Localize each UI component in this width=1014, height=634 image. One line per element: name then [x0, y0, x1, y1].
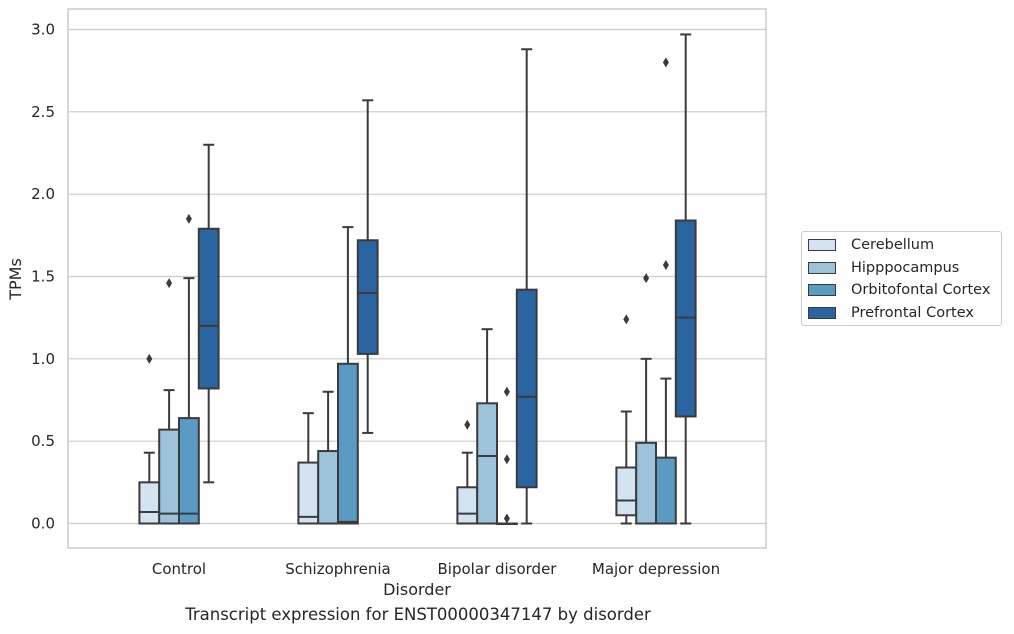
box-hipppocampus: [158, 278, 180, 525]
plot-frame: [67, 8, 767, 549]
box-orbitofontal-cortex: [655, 57, 677, 525]
box: [317, 450, 340, 525]
box: [297, 461, 320, 525]
y-tick-labels: 0.0 0.5 1.0 1.5 2.0 2.5 3.0: [31, 21, 55, 533]
legend-item-prefrontal-cortex: Prefrontal Cortex: [808, 303, 974, 323]
box: [515, 288, 538, 489]
box: [337, 362, 359, 525]
legend-swatch-orbitofrontal-cortex: [808, 284, 836, 296]
box-prefrontal-cortex: [515, 48, 538, 525]
x-tick-label: Control: [152, 560, 206, 578]
box: [158, 428, 180, 525]
y-tick-label: 0.5: [31, 432, 55, 450]
box-cerebellum: [297, 412, 320, 525]
outlier-point: [643, 273, 650, 284]
box: [356, 239, 379, 355]
y-tick-label: 1.0: [31, 350, 55, 368]
box-orbitofontal-cortex: [178, 213, 200, 525]
box-hipppocampus: [317, 390, 340, 525]
outlier-point: [185, 213, 192, 224]
outlier-point: [166, 278, 173, 289]
outlier-point: [662, 259, 669, 270]
outlier-point: [464, 419, 471, 430]
outlier-point: [503, 513, 510, 524]
x-tick-label: Bipolar disorder: [438, 560, 558, 578]
outlier-point: [503, 454, 510, 465]
box-prefrontal-cortex: [197, 143, 220, 484]
box: [138, 481, 161, 525]
box-prefrontal-cortex: [356, 99, 379, 434]
box-plot-marks: [138, 33, 697, 525]
box: [456, 486, 479, 525]
figure-caption: Transcript expression for ENST0000034714…: [185, 605, 651, 624]
legend-item-orbitofrontal-cortex: Orbitofontal Cortex: [808, 280, 990, 300]
box-cerebellum: [138, 353, 161, 525]
box-hipppocampus: [476, 328, 499, 525]
y-axis-title: TPMs: [6, 258, 25, 301]
legend: Cerebellum Hipppocampus Orbitofontal Cor…: [801, 231, 1002, 326]
box: [197, 227, 220, 390]
legend-item-hippocampus: Hipppocampus: [808, 258, 959, 278]
box: [635, 441, 658, 525]
legend-swatch-hippocampus: [808, 262, 836, 274]
x-tick-labels: Control Schizophrenia Bipolar disorder Majo…: [152, 560, 720, 578]
box-hipppocampus: [635, 273, 658, 525]
y-tick-label: 2.5: [31, 103, 55, 121]
x-tick-label: Major depression: [592, 560, 720, 578]
outlier-point: [503, 386, 510, 397]
y-tick-label: 3.0: [31, 21, 55, 39]
x-tick-label: Schizophrenia: [285, 560, 390, 578]
box-cerebellum: [456, 419, 479, 525]
legend-label: Hipppocampus: [851, 260, 960, 276]
legend-label: Cerebellum: [851, 237, 935, 253]
outlier-point: [662, 57, 669, 68]
legend-label: Prefrontal Cortex: [851, 305, 974, 321]
legend-swatch-cerebellum: [808, 239, 836, 251]
box: [476, 402, 499, 525]
legend-item-cerebellum: Cerebellum: [808, 235, 934, 255]
box: [178, 417, 200, 525]
y-tick-label: 0.0: [31, 515, 55, 533]
outlier-point: [146, 353, 153, 364]
box: [615, 466, 638, 517]
outlier-point: [623, 314, 630, 325]
legend-label: Orbitofontal Cortex: [851, 282, 991, 298]
box-cerebellum: [615, 314, 638, 525]
box: [655, 456, 677, 525]
box-orbitofontal-cortex: [496, 386, 518, 525]
y-tick-label: 1.5: [31, 268, 55, 286]
x-axis-title: Disorder: [383, 580, 451, 599]
box-prefrontal-cortex: [674, 33, 697, 525]
y-tick-label: 2.0: [31, 185, 55, 203]
box-orbitofontal-cortex: [337, 226, 359, 525]
legend-swatch-prefrontal-cortex: [808, 307, 836, 319]
